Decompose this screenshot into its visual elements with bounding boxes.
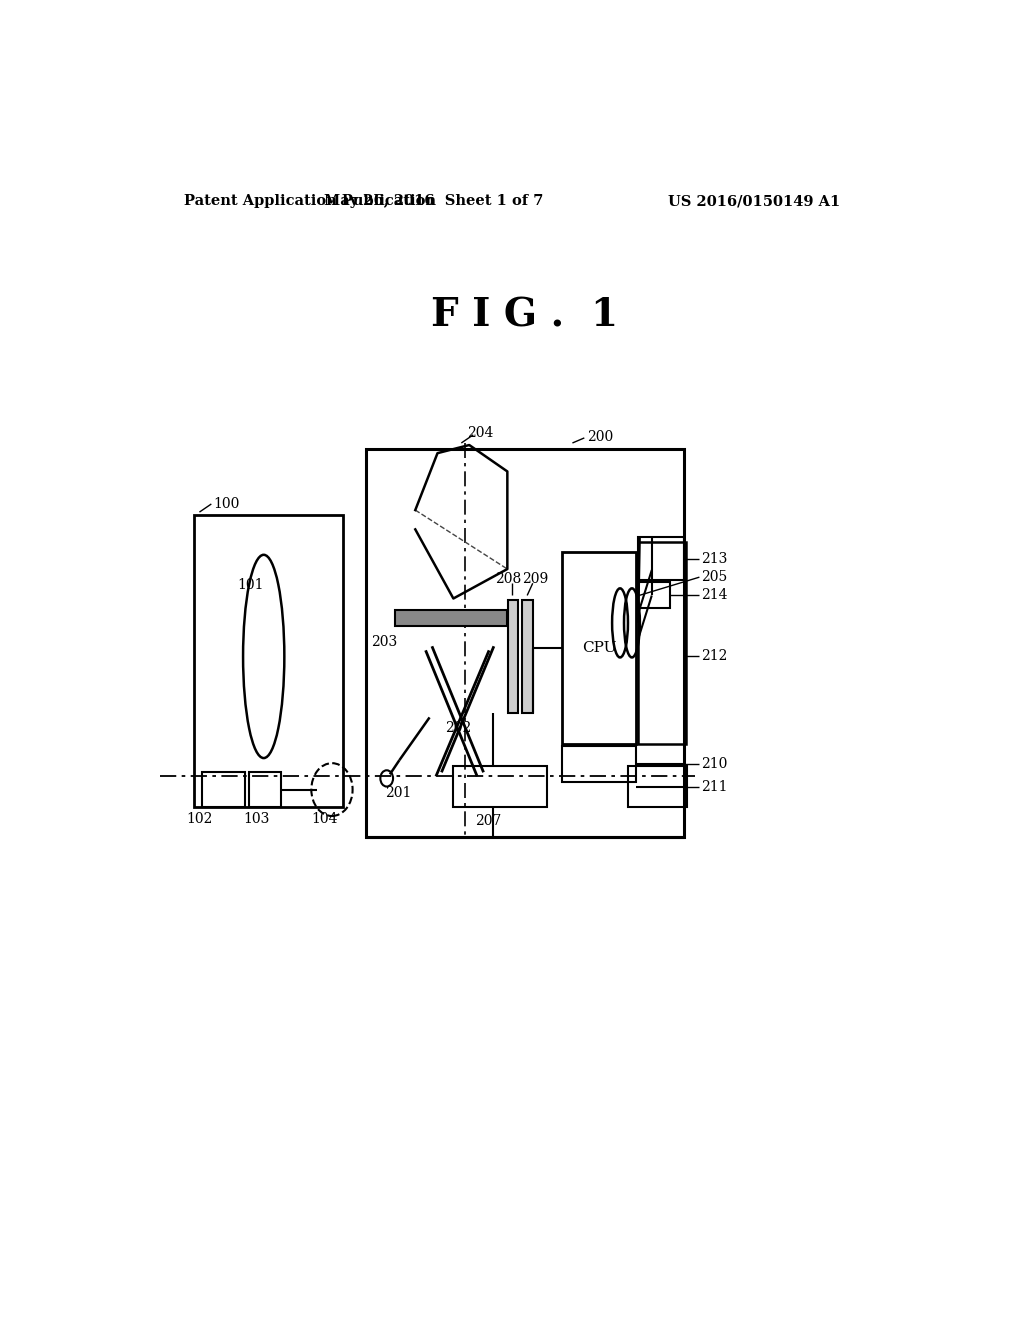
- Text: 212: 212: [701, 649, 727, 664]
- Bar: [562, 552, 636, 744]
- Text: 104: 104: [311, 812, 338, 826]
- Bar: [367, 449, 684, 837]
- Bar: [454, 766, 547, 807]
- Text: 101: 101: [238, 578, 264, 593]
- Bar: [628, 766, 687, 807]
- Text: 200: 200: [587, 430, 613, 444]
- Text: 209: 209: [521, 572, 548, 586]
- Bar: [638, 582, 670, 607]
- Text: 210: 210: [701, 758, 727, 771]
- Bar: [250, 772, 282, 807]
- Bar: [194, 515, 343, 807]
- Bar: [638, 541, 686, 744]
- Bar: [395, 610, 507, 626]
- Text: 103: 103: [244, 812, 269, 826]
- Text: 207: 207: [475, 814, 502, 828]
- Text: 214: 214: [701, 589, 727, 602]
- Text: 213: 213: [701, 552, 727, 566]
- Bar: [638, 536, 684, 581]
- Text: May 26, 2016  Sheet 1 of 7: May 26, 2016 Sheet 1 of 7: [324, 194, 543, 209]
- Bar: [202, 772, 246, 807]
- Text: 205: 205: [701, 570, 727, 585]
- Bar: [562, 746, 636, 783]
- Text: 211: 211: [701, 780, 727, 793]
- Text: CPU: CPU: [583, 642, 616, 655]
- Text: 100: 100: [213, 496, 240, 511]
- Bar: [522, 599, 532, 713]
- Text: Patent Application Publication: Patent Application Publication: [183, 194, 435, 209]
- Bar: [508, 599, 518, 713]
- Text: F I G .  1: F I G . 1: [431, 297, 618, 335]
- Text: 202: 202: [445, 721, 472, 735]
- Text: US 2016/0150149 A1: US 2016/0150149 A1: [668, 194, 840, 209]
- Text: 208: 208: [496, 572, 521, 586]
- Text: 204: 204: [467, 426, 494, 440]
- Text: 203: 203: [371, 635, 397, 649]
- Text: 201: 201: [385, 785, 412, 800]
- Text: 102: 102: [186, 812, 213, 826]
